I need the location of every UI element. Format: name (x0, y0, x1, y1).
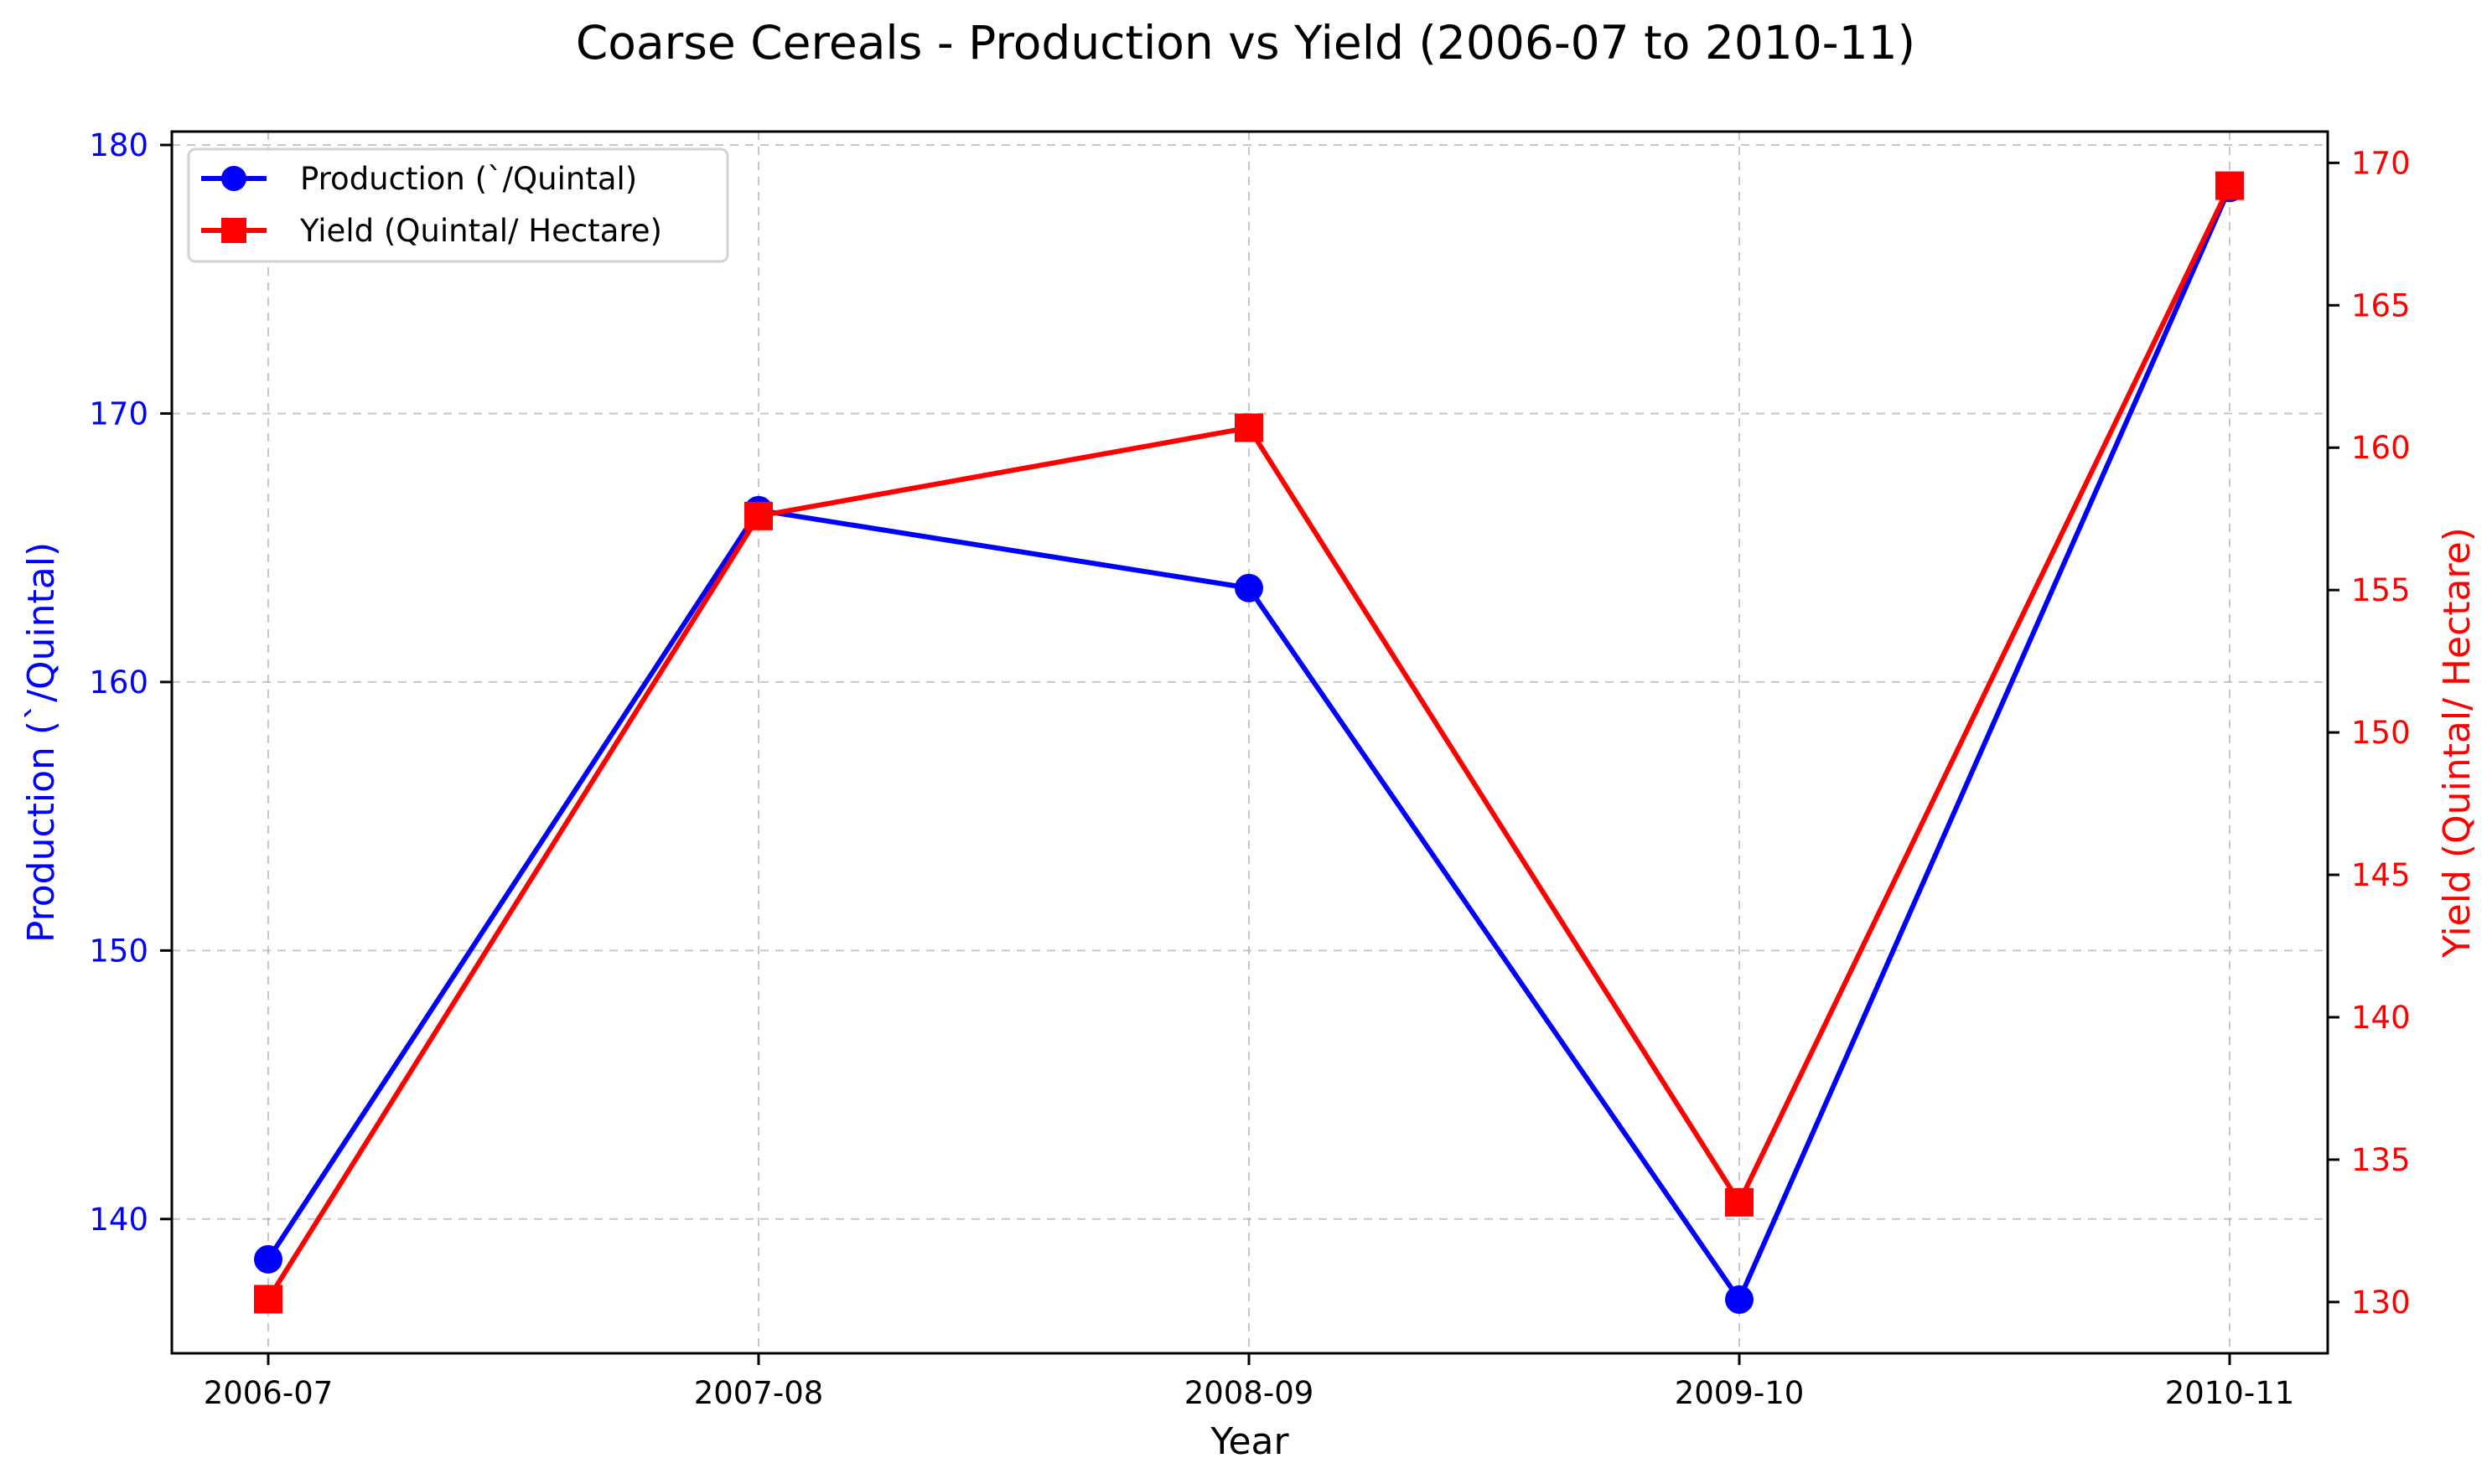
left-y-tick-label: 140 (89, 1202, 148, 1238)
x-tick-label: 2008-09 (1184, 1375, 1314, 1411)
left-y-tick-label: 150 (89, 933, 148, 969)
right-y-axis: 130 135 140 145 150 155 160 165 170 (2328, 145, 2411, 1321)
legend-yield-marker (221, 218, 246, 243)
yield-point (1725, 1187, 1754, 1217)
legend: Production (`/Quintal) Yield (Quintal/ H… (187, 147, 729, 263)
left-y-tick-label: 170 (89, 396, 148, 432)
right-y-tick-label: 135 (2351, 1142, 2411, 1178)
right-y-tick-label: 155 (2351, 572, 2411, 608)
right-y-tick-label: 160 (2351, 430, 2411, 466)
x-tick-label: 2010-11 (2165, 1375, 2295, 1411)
yield-point (1235, 413, 1263, 442)
right-y-tick-label: 170 (2351, 145, 2411, 181)
x-tick-label: 2009-10 (1675, 1375, 1805, 1411)
production-point (1725, 1285, 1754, 1314)
right-y-axis-label: Yield (Quintal/ Hectare) (2436, 527, 2479, 959)
legend-item-yield: Yield (Quintal/ Hectare) (201, 213, 662, 249)
right-y-tick-label: 130 (2351, 1285, 2411, 1321)
chart-title: Coarse Cereals - Production vs Yield (20… (576, 16, 1915, 70)
right-y-tick-label: 140 (2351, 1000, 2411, 1036)
right-y-tick-label: 150 (2351, 715, 2411, 751)
x-axis-label: Year (1210, 1420, 1289, 1463)
left-y-axis: 140 150 160 170 180 (89, 127, 172, 1238)
right-y-tick-label: 165 (2351, 287, 2411, 323)
left-y-axis-label: Production (`/Quintal) (20, 542, 63, 943)
left-y-tick-label: 160 (89, 664, 148, 701)
series-layer (254, 171, 2244, 1314)
legend-yield-label: Yield (Quintal/ Hectare) (299, 213, 662, 249)
x-axis: 2006-07 2007-08 2008-09 2009-10 2010-11 (204, 1353, 2295, 1411)
x-tick-label: 2006-07 (204, 1375, 334, 1411)
yield-point (744, 501, 773, 530)
yield-point (2215, 171, 2244, 200)
production-point (254, 1244, 282, 1274)
x-tick-label: 2007-08 (694, 1375, 824, 1411)
left-y-tick-label: 180 (89, 127, 148, 163)
legend-item-production: Production (`/Quintal) (201, 161, 637, 197)
right-y-tick-label: 145 (2351, 857, 2411, 893)
legend-box (187, 147, 729, 263)
production-point (1235, 573, 1263, 602)
grid-layer (172, 132, 2328, 1353)
yield-point (254, 1285, 282, 1314)
legend-production-label: Production (`/Quintal) (300, 161, 637, 197)
legend-production-marker (221, 166, 246, 191)
